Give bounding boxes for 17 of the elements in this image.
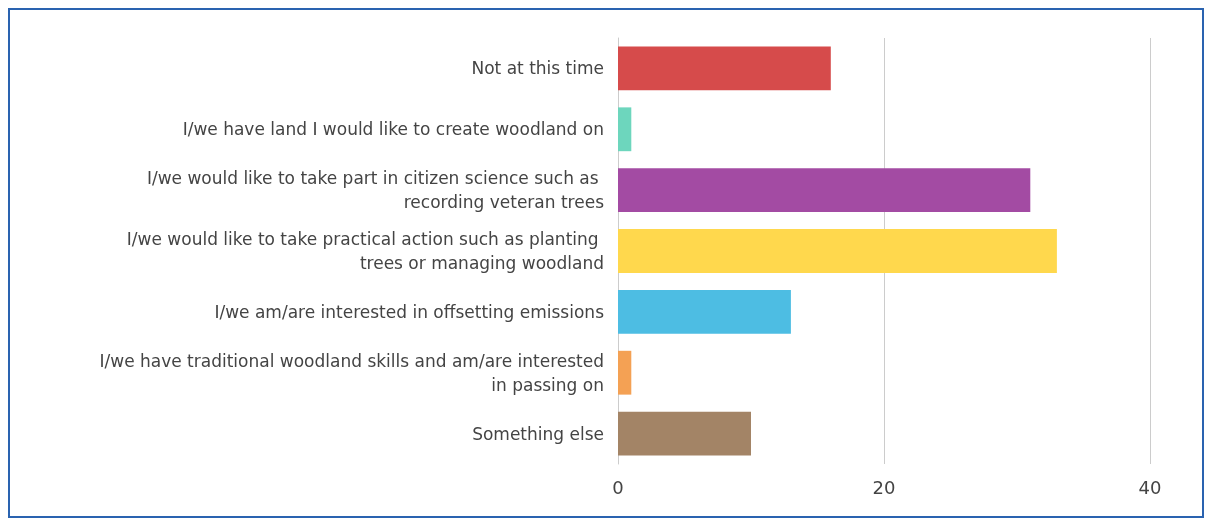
x-tick-label: 40: [1138, 476, 1162, 498]
x-tick-label: 0: [612, 476, 624, 498]
y-tick-label: Not at this time: [471, 58, 604, 79]
bar: [618, 46, 831, 91]
bar: [618, 229, 1057, 273]
y-tick-label: I/we have land I would like to create woodland on: [182, 119, 604, 140]
bar: [618, 289, 791, 334]
y-tick-label: I/we would like to take practical action such as planting trees or managing woodland: [126, 229, 604, 273]
bar: [618, 107, 632, 152]
bar: [618, 350, 632, 395]
x-tick-label: 20: [872, 476, 896, 498]
y-tick-label: I/we would like to take part in citizen science such as recording veteran trees: [146, 168, 605, 213]
y-tick-label: I/we have traditional woodland skills and am/are interested in passing on: [99, 350, 604, 395]
y-tick-label: Something else: [472, 423, 604, 444]
y-tick-label: I/we am/are interested in offsetting emissions: [214, 301, 605, 322]
bar: [618, 168, 1031, 213]
bar: [618, 411, 751, 456]
